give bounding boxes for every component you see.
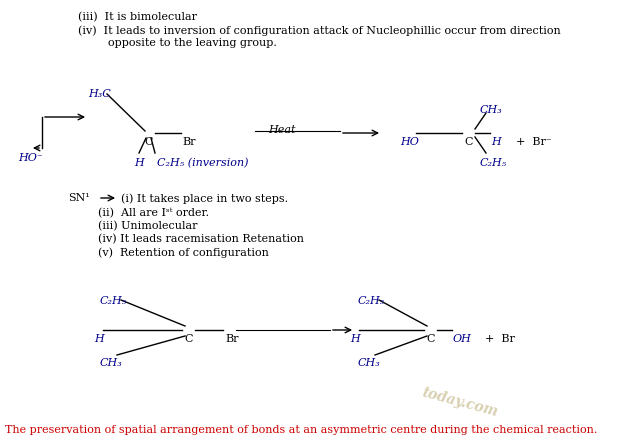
Text: (iii)  It is bimolecular: (iii) It is bimolecular bbox=[78, 12, 197, 22]
Text: (iv)  It leads to inversion of configuration attack of Nucleophillic occur from : (iv) It leads to inversion of configurat… bbox=[78, 25, 561, 35]
Text: H: H bbox=[350, 334, 360, 344]
Text: opposite to the leaving group.: opposite to the leaving group. bbox=[108, 38, 277, 48]
Text: C₂H₅: C₂H₅ bbox=[480, 158, 507, 168]
Text: C₂H₅: C₂H₅ bbox=[100, 296, 127, 306]
Text: CH₃: CH₃ bbox=[100, 358, 123, 368]
Text: H₃C: H₃C bbox=[88, 89, 111, 99]
Text: (iv) It leads racemisation Retenation: (iv) It leads racemisation Retenation bbox=[98, 234, 304, 244]
Text: C: C bbox=[426, 334, 434, 344]
Text: SN¹: SN¹ bbox=[68, 193, 90, 203]
Text: C: C bbox=[144, 137, 153, 147]
Text: (ii)  All are Iˢᵗ order.: (ii) All are Iˢᵗ order. bbox=[98, 208, 209, 218]
Text: OH: OH bbox=[453, 334, 472, 344]
Text: C: C bbox=[464, 137, 473, 147]
Text: CH₃: CH₃ bbox=[480, 105, 503, 115]
Text: +  Br⁻: + Br⁻ bbox=[516, 137, 552, 147]
Text: Br: Br bbox=[225, 334, 239, 344]
Text: C₂H₅: C₂H₅ bbox=[358, 296, 385, 306]
Text: C₂H₅ (inversion): C₂H₅ (inversion) bbox=[157, 158, 249, 168]
Text: CH₃: CH₃ bbox=[358, 358, 381, 368]
Text: +  Br: + Br bbox=[485, 334, 515, 344]
Text: Heat: Heat bbox=[268, 125, 295, 135]
Text: HO: HO bbox=[400, 137, 419, 147]
Text: C: C bbox=[184, 334, 193, 344]
Text: Br: Br bbox=[182, 137, 195, 147]
Text: (v)  Retention of configuration: (v) Retention of configuration bbox=[98, 247, 269, 257]
Text: H: H bbox=[134, 158, 144, 168]
Text: HO⁻: HO⁻ bbox=[18, 153, 43, 163]
Text: today.com: today.com bbox=[420, 385, 499, 419]
Text: H: H bbox=[94, 334, 104, 344]
Text: H: H bbox=[491, 137, 501, 147]
Text: (i) It takes place in two steps.: (i) It takes place in two steps. bbox=[121, 193, 288, 204]
Text: (iii) Unimolecular: (iii) Unimolecular bbox=[98, 221, 197, 231]
Text: The preservation of spatial arrangement of bonds at an asymmetric centre during : The preservation of spatial arrangement … bbox=[5, 425, 597, 435]
